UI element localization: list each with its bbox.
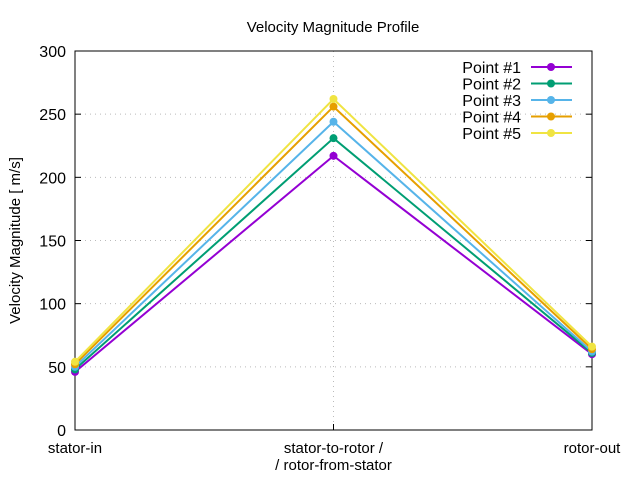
series-line: [74, 136, 593, 371]
x-tick-label: / rotor-from-stator: [275, 457, 392, 474]
y-tick-label: 0: [57, 423, 66, 440]
legend-label: Point #2: [462, 77, 521, 94]
data-point: [329, 95, 338, 104]
y-tick-label: 250: [39, 107, 66, 124]
legend-label: Point #4: [462, 110, 521, 127]
data-point: [329, 102, 338, 111]
x-tick-label: stator-to-rotor /: [284, 440, 384, 457]
x-tick-label: stator-in: [48, 440, 102, 457]
data-point: [329, 134, 338, 143]
plot-border: [74, 50, 593, 431]
series-line: [74, 105, 593, 366]
legend-marker: [547, 112, 555, 121]
legend-label: Point #3: [462, 93, 521, 110]
data-point: [329, 117, 338, 126]
legend-marker: [547, 79, 555, 88]
series-line: [74, 154, 593, 373]
y-tick-label: 50: [48, 360, 66, 377]
data-point: [588, 342, 596, 351]
y-tick-label: 300: [39, 44, 66, 61]
x-tick-label: rotor-out: [564, 440, 622, 457]
y-tick-label: 200: [39, 170, 66, 187]
legend-label: Point #1: [462, 60, 521, 77]
legend-marker: [547, 96, 555, 104]
y-tick-label: 150: [39, 234, 66, 251]
data-point: [329, 151, 338, 160]
legend-marker: [547, 63, 555, 71]
y-tick-label: 100: [39, 297, 66, 314]
legend-marker: [547, 129, 555, 137]
chart-title: Velocity Magnitude Profile: [247, 19, 420, 36]
data-point: [71, 357, 79, 366]
legend-label: Point #5: [462, 126, 521, 143]
y-axis-label: Velocity Magnitude [ m/s]: [7, 157, 24, 324]
